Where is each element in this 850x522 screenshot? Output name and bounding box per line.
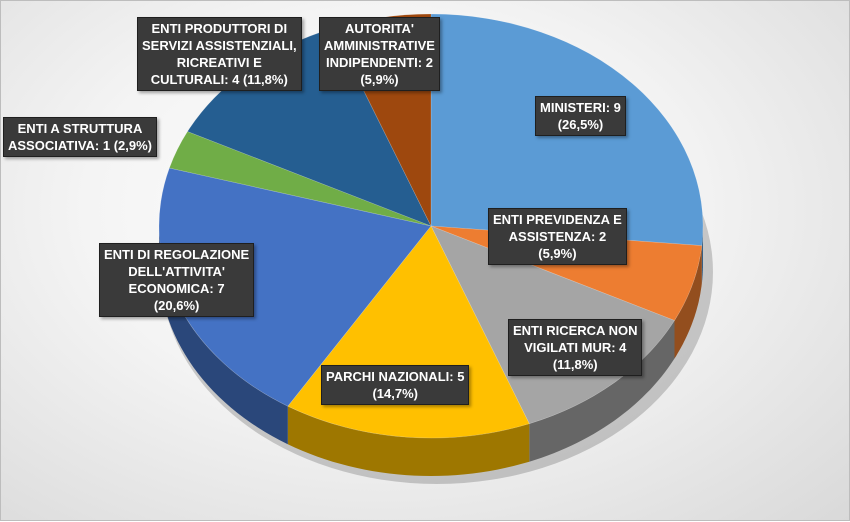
pie-side-enti-di-regolazione-dell-attivita-economica: [159, 226, 288, 445]
data-label-autorita: AUTORITA' AMMINISTRATIVE INDIPENDENTI: 2…: [319, 17, 440, 91]
data-label-enti-associativa: ENTI A STRUTTURA ASSOCIATIVA: 1 (2,9%): [3, 117, 157, 157]
data-label-enti-produttori: ENTI PRODUTTORI DI SERVIZI ASSISTENZIALI…: [137, 17, 302, 91]
data-label-enti-ricerca: ENTI RICERCA NON VIGILATI MUR: 4 (11,8%): [508, 319, 643, 376]
pie-side-enti-ricerca-non-vigilati-mur: [529, 320, 675, 462]
data-label-parchi-nazionali: PARCHI NAZIONALI: 5 (14,7%): [321, 365, 470, 405]
pie-side-parchi-nazionali: [287, 406, 530, 476]
data-label-enti-previdenza: ENTI PREVIDENZA E ASSISTENZA: 2 (5,9%): [488, 208, 627, 265]
pie-side-ministeri: [701, 226, 703, 284]
pie-side-enti-previdenza-e-assistenza: [674, 245, 702, 359]
data-label-ministeri: MINISTERI: 9 (26,5%): [535, 96, 626, 136]
pie-slice-enti-a-struttura-associativa: [169, 131, 432, 227]
data-label-enti-regolazione: ENTI DI REGOLAZIONE DELL'ATTIVITA' ECONO…: [99, 243, 255, 317]
